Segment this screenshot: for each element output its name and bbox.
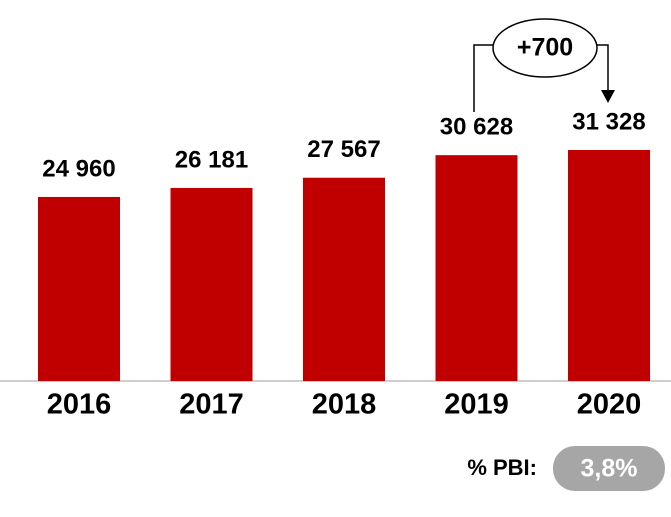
x-tick-label: 2020 — [577, 389, 642, 421]
bar — [303, 177, 385, 381]
annotation-connector — [473, 44, 493, 112]
annotation-arrowhead — [601, 90, 615, 103]
pbi-badge — [553, 446, 665, 491]
annotation-text: +700 — [517, 34, 573, 62]
value-label: 26 181 — [175, 146, 248, 173]
x-tick-label: 2019 — [444, 389, 509, 421]
annotation-bubble — [492, 18, 598, 78]
bar — [435, 155, 518, 381]
value-label: 30 628 — [440, 114, 513, 141]
x-tick-label: 2018 — [312, 389, 377, 421]
value-label: 27 567 — [307, 136, 380, 163]
bar — [38, 196, 120, 381]
x-tick-label: 2016 — [47, 389, 112, 421]
annotation-connector — [597, 44, 609, 92]
value-label: 24 960 — [42, 155, 115, 182]
pbi-label: % PBI: — [467, 455, 537, 480]
value-label: 31 328 — [572, 108, 645, 135]
bar — [568, 150, 650, 381]
x-tick-label: 2017 — [179, 389, 244, 421]
bar — [170, 187, 253, 381]
pbi-value: 3,8% — [581, 455, 638, 483]
